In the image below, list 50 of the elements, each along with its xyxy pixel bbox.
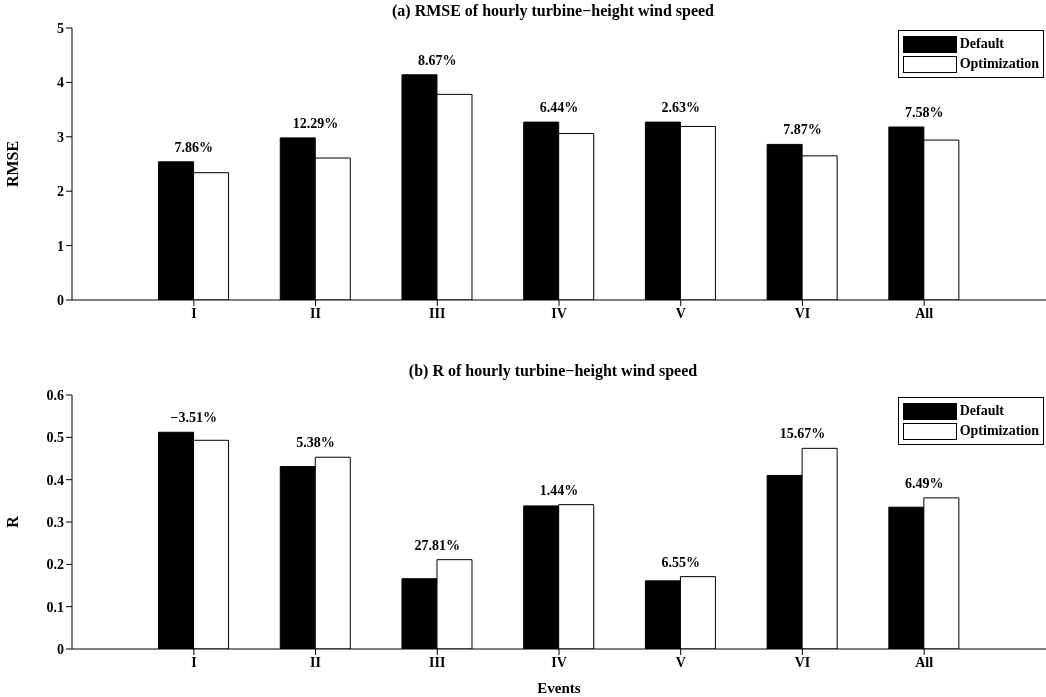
y-tick-label: 0.2	[46, 557, 64, 573]
y-tick-label: 2	[57, 184, 64, 200]
y-axis-title: R	[3, 515, 21, 528]
legend-label: Optimization	[959, 422, 1039, 440]
x-tick-label: IV	[551, 305, 567, 321]
x-tick-label: II	[310, 305, 322, 321]
annotation: 6.44%	[539, 100, 579, 116]
annotation: 7.86%	[174, 139, 214, 155]
x-tick-label: V	[675, 305, 686, 321]
y-tick-label: 1	[57, 238, 64, 254]
annotation: 5.38%	[296, 435, 335, 451]
x-tick-label: VI	[794, 305, 811, 321]
annotation: 6.49%	[904, 475, 944, 491]
annotation: 15.67%	[779, 426, 826, 442]
x-tick-label: I	[191, 305, 197, 321]
x-tick-label: I	[191, 654, 197, 670]
annotation: 8.67%	[418, 52, 457, 68]
y-tick-label: 0.5	[46, 430, 64, 446]
y-tick-label: 5	[57, 20, 64, 36]
legend-label: Default	[959, 402, 1004, 420]
annotation: 7.58%	[904, 105, 944, 121]
annotation: 2.63%	[661, 100, 700, 116]
y-tick-label: 4	[57, 75, 64, 91]
x-tick-label: VI	[794, 654, 811, 670]
x-tick-label: II	[310, 654, 322, 670]
annotation: 7.87%	[783, 122, 822, 138]
chart-title: (a) RMSE of hourly turbine−height wind speed	[390, 1, 715, 20]
legend-label: Optimization	[959, 55, 1039, 73]
x-tick-label: III	[429, 654, 446, 670]
legend-label: Default	[959, 35, 1004, 53]
y-tick-label: 0.1	[46, 599, 64, 615]
annotation: 12.29%	[292, 115, 339, 131]
x-tick-label: All	[915, 654, 934, 670]
annotation: 27.81%	[414, 537, 461, 553]
y-tick-label: 0	[57, 292, 64, 308]
y-tick-label: 0.4	[46, 472, 64, 488]
annotation: −3.51%	[170, 410, 218, 426]
y-tick-label: 3	[57, 129, 64, 145]
y-axis-title: RMSE	[3, 140, 21, 188]
x-tick-label: III	[429, 305, 446, 321]
x-tick-label: All	[915, 305, 934, 321]
annotation: 6.55%	[661, 554, 700, 570]
x-tick-label: IV	[551, 654, 567, 670]
chart-title: (b) R of hourly turbine−height wind speed	[407, 361, 699, 380]
y-tick-label: 0.6	[46, 387, 64, 403]
x-tick-label: V	[675, 654, 686, 670]
x-axis-title: Events	[537, 680, 581, 696]
annotation: 1.44%	[539, 482, 579, 498]
y-tick-label: 0	[57, 641, 64, 657]
y-tick-label: 0.3	[46, 514, 64, 530]
